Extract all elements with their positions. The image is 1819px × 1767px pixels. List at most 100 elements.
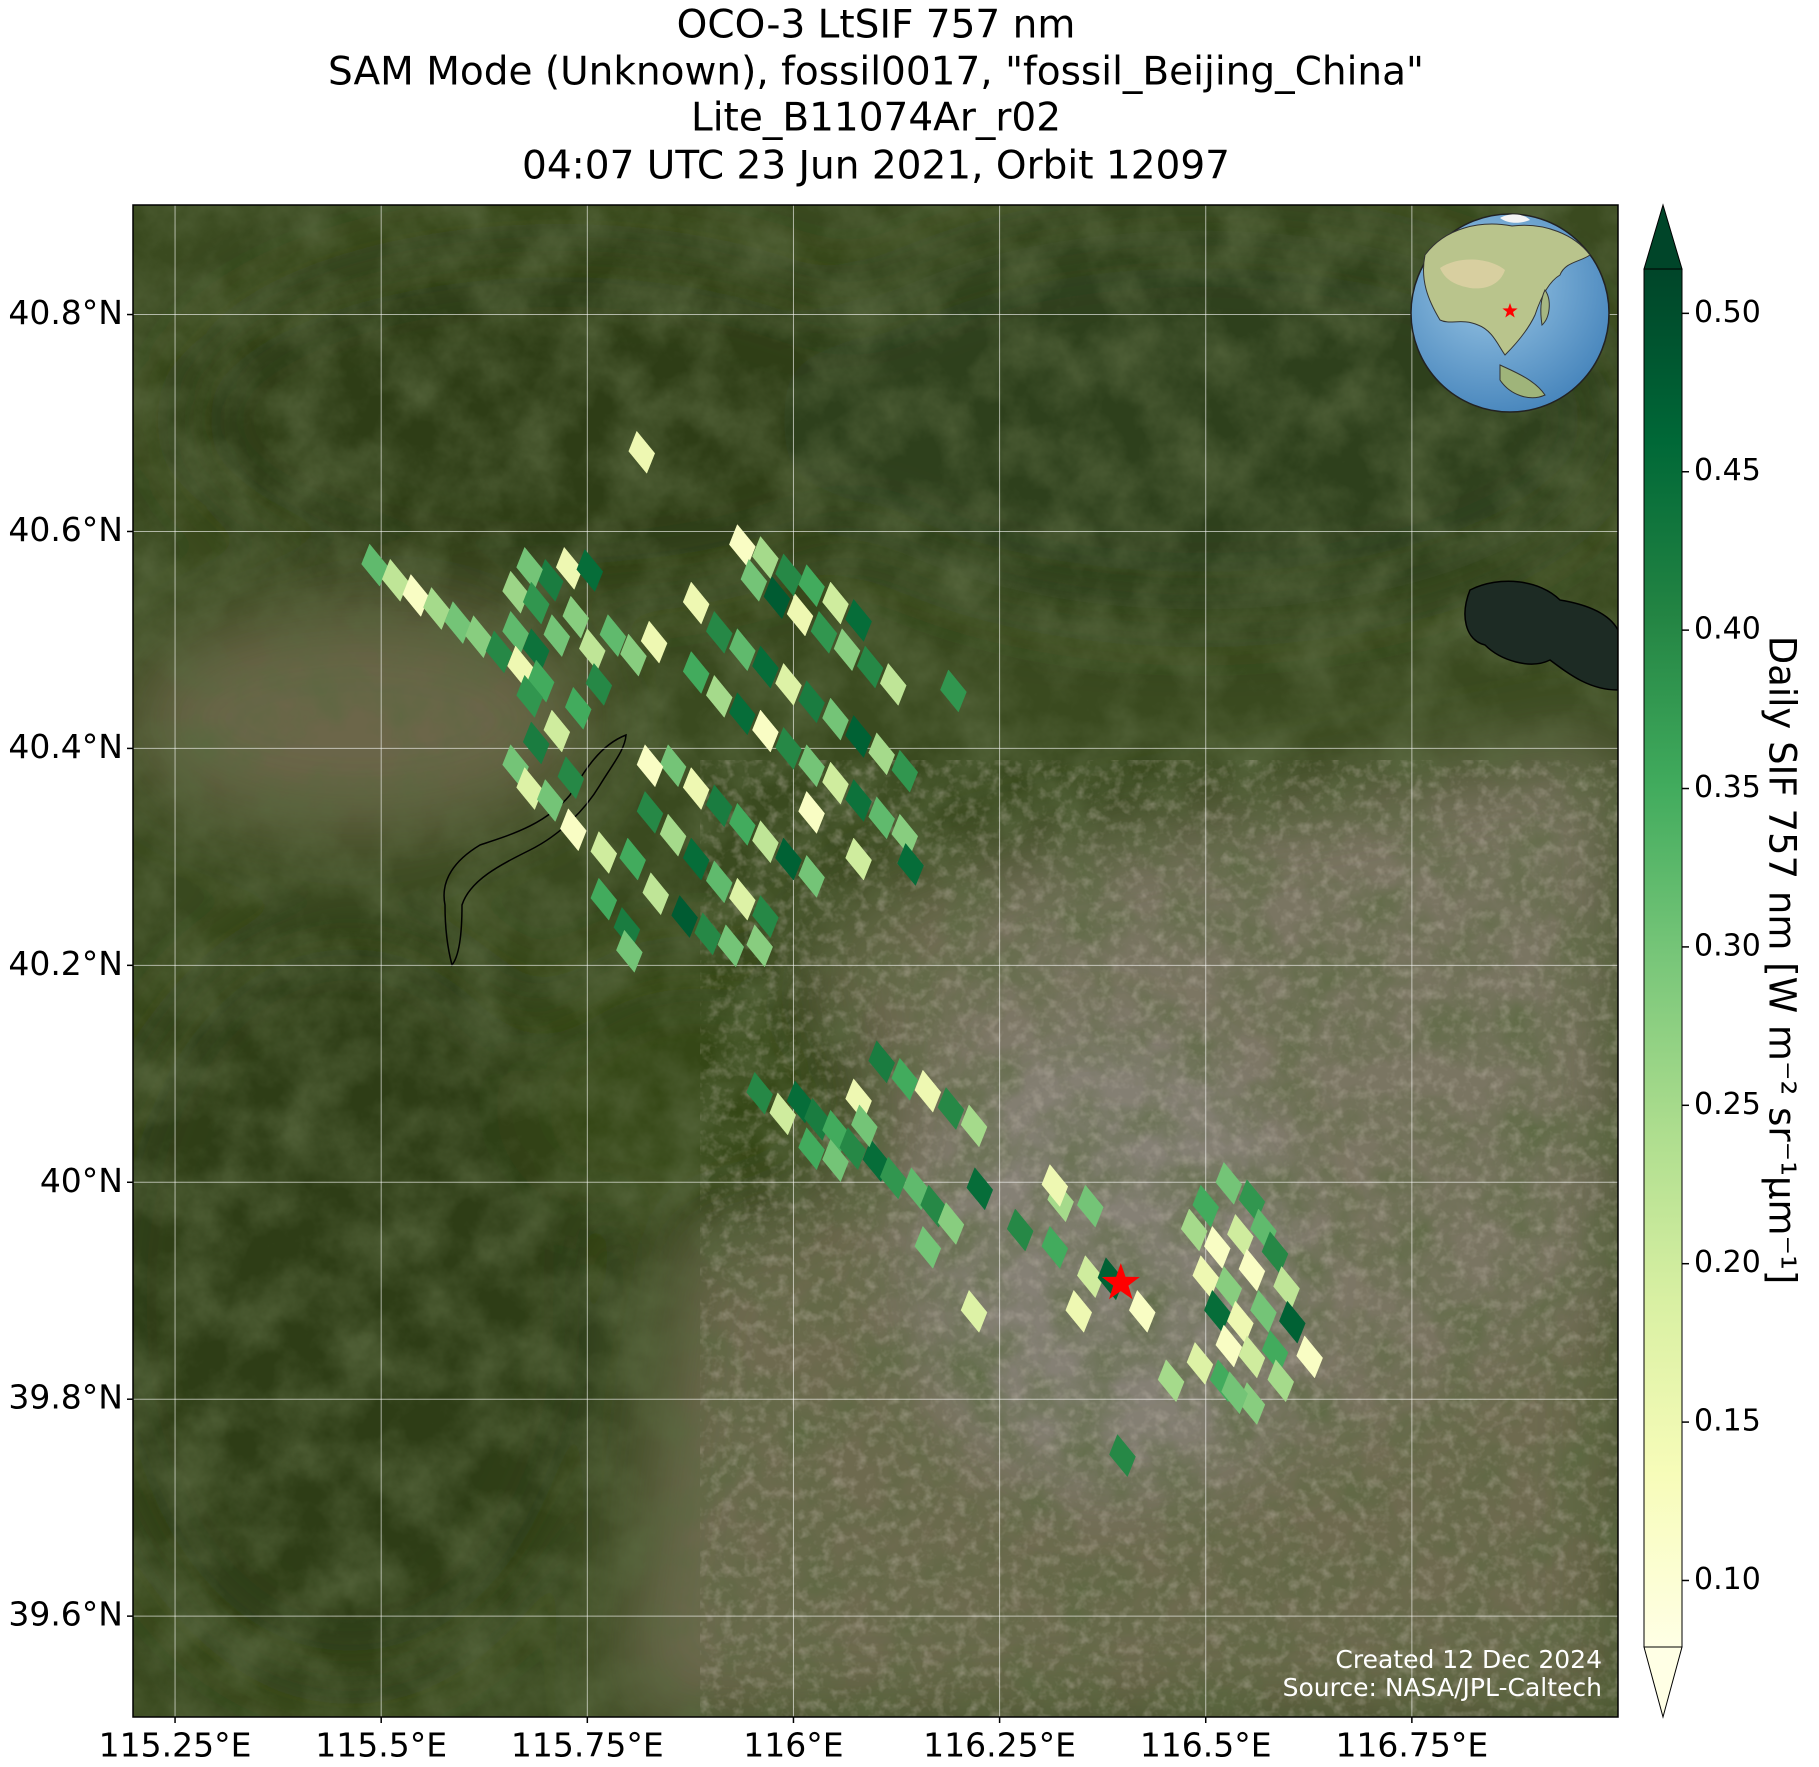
globe-star xyxy=(1502,303,1518,318)
x-tick-label: 116.25°E xyxy=(923,1726,1076,1765)
colorbar-tick-label: 0.40 xyxy=(1694,612,1761,647)
sif-footprint xyxy=(1180,1208,1208,1252)
sif-footprint xyxy=(516,674,543,718)
sif-footprint xyxy=(1065,1289,1093,1333)
sif-footprint xyxy=(851,1104,878,1148)
sif-footprint xyxy=(729,692,756,736)
title-line: SAM Mode (Unknown), fossil0017, "fossil_… xyxy=(328,50,1424,95)
sif-footprint xyxy=(752,895,779,939)
sif-footprint xyxy=(740,558,768,602)
sif-footprint xyxy=(642,872,670,916)
sif-footprint xyxy=(1077,1255,1104,1299)
sif-footprint xyxy=(590,877,618,921)
sif-footprint xyxy=(845,598,872,642)
sif-footprint xyxy=(381,558,409,602)
globe-inset xyxy=(1410,213,1610,413)
sif-footprint xyxy=(522,721,550,765)
colorbar-ramp xyxy=(1643,268,1683,1648)
grid xyxy=(133,205,1618,1717)
y-tick-label: 39.6°N xyxy=(8,1595,123,1634)
sif-footprint xyxy=(1267,1359,1295,1403)
sif-footprint xyxy=(516,767,543,811)
sif-footprint xyxy=(640,620,668,664)
sif-footprint xyxy=(798,680,825,724)
colorbar: 0.10 0.15 0.20 0.25 0.30 0.35 0.40 0.45 0.50 xyxy=(1643,203,1761,1719)
title-block: OCO-3 LtSIF 757 nm SAM Mode (Unknown), f… xyxy=(328,3,1424,189)
x-tick-label: 115.5°E xyxy=(315,1726,447,1765)
source-note: Source: NASA/JPL-Caltech xyxy=(1283,1673,1602,1702)
x-tick-label: 115.25°E xyxy=(99,1726,252,1765)
sif-footprint xyxy=(628,430,656,474)
sif-footprint xyxy=(502,570,529,614)
sif-footprint xyxy=(536,778,564,822)
colorbar-tick-label: 0.35 xyxy=(1694,770,1761,805)
colorbar-tick-label: 0.50 xyxy=(1694,295,1761,330)
colorbar-tick-label: 0.10 xyxy=(1694,1562,1761,1597)
sif-footprint xyxy=(891,749,919,793)
colorbar-extend-bottom xyxy=(1643,1646,1683,1719)
sif-footprint xyxy=(775,553,802,597)
sif-footprint xyxy=(682,581,710,625)
sif-footprint xyxy=(1077,1184,1104,1228)
sif-footprint xyxy=(752,820,779,864)
sif-footprint xyxy=(636,744,664,788)
sif-footprint xyxy=(423,587,450,630)
sif-footprint xyxy=(798,564,825,608)
sif-footprint xyxy=(682,650,710,694)
title-line: 04:07 UTC 23 Jun 2021, Orbit 12097 xyxy=(522,144,1230,189)
urban-texture xyxy=(700,760,1618,1717)
globe-land xyxy=(1422,223,1591,356)
colorbar-tick-label: 0.30 xyxy=(1694,928,1761,963)
sif-footprint xyxy=(659,813,687,857)
title-line: OCO-3 LtSIF 757 nm xyxy=(677,3,1076,48)
sif-footprint xyxy=(729,802,756,846)
x-axis: 115.25°E 115.5°E 115.75°E 116°E 116.25°E 116.… xyxy=(99,1717,1488,1765)
globe-land xyxy=(1540,289,1550,326)
x-tick-label: 115.75°E xyxy=(511,1726,664,1765)
sif-footprint xyxy=(560,808,587,852)
sif-footprint xyxy=(879,1156,907,1200)
sif-footprint xyxy=(966,1167,994,1211)
sif-footprint xyxy=(557,756,585,800)
sif-footprint xyxy=(960,1289,988,1333)
sif-footprint xyxy=(822,761,849,805)
sif-footprint xyxy=(775,837,802,881)
sif-footprint xyxy=(361,543,388,587)
sif-footprint xyxy=(1186,1341,1214,1385)
overlay xyxy=(1101,1263,1140,1300)
sif-footprint xyxy=(914,1069,942,1113)
y-tick-label: 39.8°N xyxy=(8,1378,123,1417)
sif-footprint xyxy=(576,549,604,593)
y-tick-label: 40°N xyxy=(40,1161,123,1200)
colorbar-label: Daily SIF 757 nm [W m⁻² sr⁻¹μm⁻¹] xyxy=(1761,636,1804,1285)
sif-footprint xyxy=(564,686,592,730)
sif-footprint xyxy=(465,615,492,659)
sif-footprint xyxy=(1109,1434,1136,1478)
sif-footprint xyxy=(845,837,872,881)
sif-footprint xyxy=(798,790,825,834)
sif-footprint xyxy=(1215,1324,1243,1368)
sif-footprint xyxy=(729,877,756,921)
sif-footprint xyxy=(620,633,647,677)
target-star xyxy=(1101,1263,1140,1300)
sif-footprint xyxy=(659,744,687,788)
sif-footprint xyxy=(522,581,550,625)
sif-footprint xyxy=(960,1104,988,1148)
colorbar-tick-label: 0.15 xyxy=(1694,1404,1761,1439)
sif-footprint xyxy=(868,732,895,776)
sif-footprint xyxy=(527,659,555,703)
sif-footprint xyxy=(599,614,627,658)
y-axis: 39.6°N 39.8°N 40°N 40.2°N 40.4°N 40.6°N 40.8°N xyxy=(8,293,133,1634)
map-frame xyxy=(132,204,1619,1718)
sif-footprint xyxy=(671,895,698,939)
sif-footprint xyxy=(402,573,430,617)
sif-footprint xyxy=(868,796,895,840)
sif-footprint xyxy=(752,645,779,689)
sif-footprint xyxy=(1238,1248,1266,1292)
sif-footprint xyxy=(798,1127,825,1171)
sif-footprint xyxy=(746,924,773,968)
sif-footprint xyxy=(775,726,802,770)
sif-footprint xyxy=(444,601,472,645)
sif-footprint xyxy=(798,854,825,898)
